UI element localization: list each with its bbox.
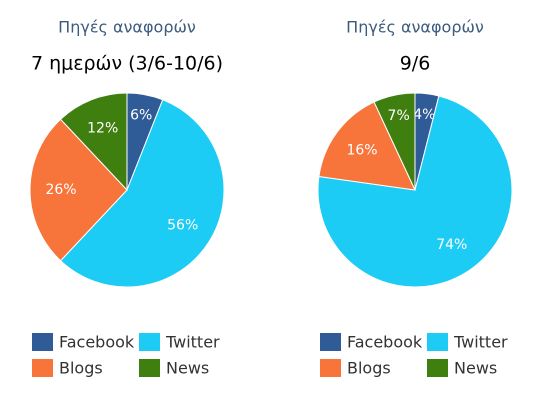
legend-swatch [32, 359, 53, 377]
legend-swatch [139, 333, 160, 351]
legend-label: Twitter [165, 333, 220, 352]
data-label: 26% [45, 182, 76, 198]
data-label: 56% [167, 217, 198, 233]
pie-slice [373, 92, 416, 191]
legend-swatch [320, 359, 341, 377]
legend-label: Facebook [59, 333, 135, 352]
data-label: 74% [436, 237, 467, 253]
legend-label: Facebook [347, 333, 423, 352]
legend-label: Blogs [347, 359, 391, 378]
pie-slice [29, 118, 128, 262]
data-label: 16% [346, 143, 377, 159]
data-label: 7% [388, 108, 410, 124]
legend-swatch [32, 333, 53, 351]
legend-label: Blogs [59, 359, 103, 378]
pie-slice [318, 101, 416, 191]
chart-subtitle: 7 ημερών (3/6-10/6) [31, 53, 223, 75]
pie-slice [59, 92, 128, 192]
chart-title: Πηγές αναφορών [58, 18, 196, 37]
chart-subtitle: 9/6 [400, 53, 431, 75]
legend-swatch [427, 359, 448, 377]
legend-swatch [427, 333, 448, 351]
data-label: 4% [413, 107, 435, 123]
data-label: 12% [87, 121, 118, 137]
legend-swatch [320, 333, 341, 351]
legend-label: News [166, 359, 209, 378]
legend-label: Twitter [453, 333, 508, 352]
chart-title: Πηγές αναφορών [346, 18, 484, 37]
legend-swatch [139, 359, 160, 377]
data-label: 6% [130, 108, 152, 124]
legend-label: News [454, 359, 497, 378]
pie-slice [317, 95, 513, 288]
pie-slice [59, 99, 225, 288]
